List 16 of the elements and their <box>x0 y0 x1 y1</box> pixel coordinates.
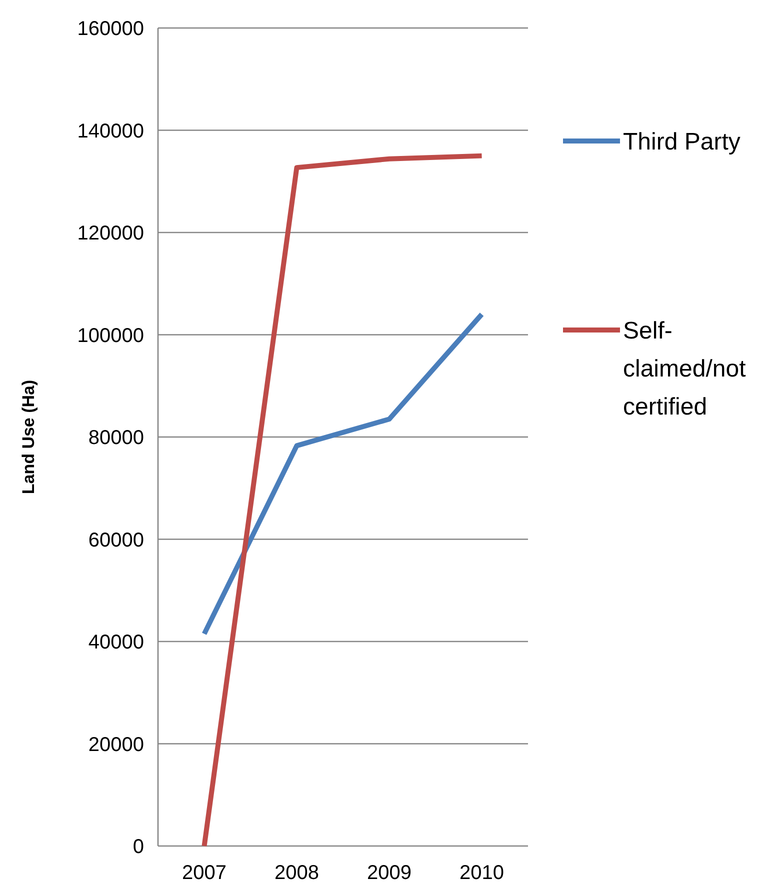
x-tick-label: 2010 <box>460 862 504 884</box>
y-tick-label: 0 <box>132 836 144 858</box>
legend-label: Self-claimed/not certified <box>623 317 746 420</box>
x-tick-label: 2007 <box>182 862 226 884</box>
y-tick-label: 80000 <box>88 427 144 449</box>
x-tick-label: 2008 <box>274 862 319 884</box>
y-tick-label: 140000 <box>77 120 144 142</box>
y-tick-label: 40000 <box>88 632 144 654</box>
y-axis-title: Land Use (Ha) <box>19 380 38 494</box>
x-tick-label: 2009 <box>367 862 412 884</box>
y-tick-label: 60000 <box>88 529 144 552</box>
y-tick-label: 100000 <box>77 324 144 347</box>
y-tick-label: 160000 <box>77 18 144 40</box>
legend-label: Third Party <box>623 128 740 156</box>
y-tick-label: 20000 <box>88 734 144 756</box>
y-tick-label: 120000 <box>77 222 144 244</box>
